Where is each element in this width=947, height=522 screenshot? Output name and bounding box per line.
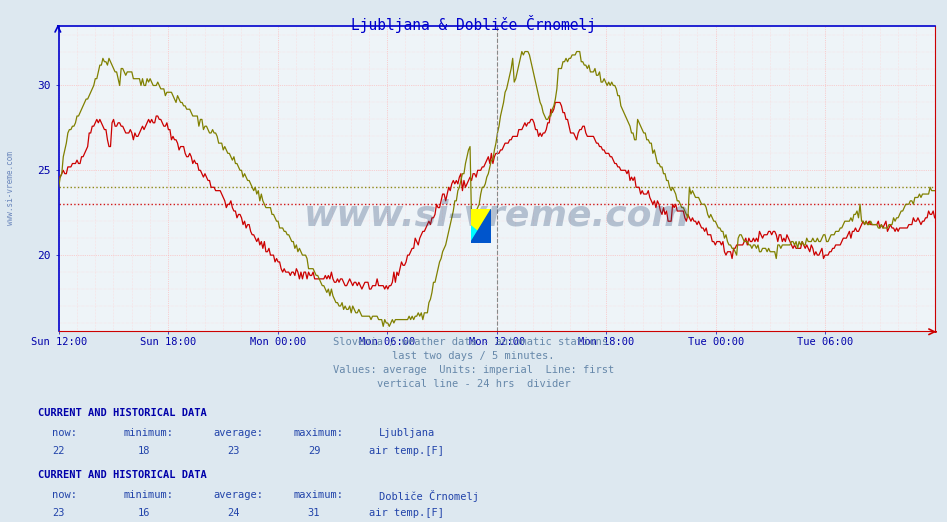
- Text: 18: 18: [137, 446, 150, 456]
- Text: 22: 22: [52, 446, 64, 456]
- Text: now:: now:: [52, 490, 77, 500]
- Text: Values: average  Units: imperial  Line: first: Values: average Units: imperial Line: fi…: [333, 365, 614, 375]
- Text: maximum:: maximum:: [294, 490, 344, 500]
- Polygon shape: [471, 209, 491, 243]
- Text: 24: 24: [227, 508, 240, 518]
- Text: average:: average:: [213, 428, 263, 438]
- Text: air temp.[F]: air temp.[F]: [369, 446, 444, 456]
- Text: average:: average:: [213, 490, 263, 500]
- Text: last two days / 5 minutes.: last two days / 5 minutes.: [392, 351, 555, 361]
- Text: Slovenia / weather data - automatic stations.: Slovenia / weather data - automatic stat…: [333, 337, 614, 347]
- Text: 16: 16: [137, 508, 150, 518]
- Text: CURRENT AND HISTORICAL DATA: CURRENT AND HISTORICAL DATA: [38, 408, 206, 418]
- Polygon shape: [471, 209, 491, 243]
- Text: Ljubljana & Dobliče Črnomelj: Ljubljana & Dobliče Črnomelj: [351, 15, 596, 32]
- Text: air temp.[F]: air temp.[F]: [369, 508, 444, 518]
- Text: minimum:: minimum:: [123, 428, 173, 438]
- Text: vertical line - 24 hrs  divider: vertical line - 24 hrs divider: [377, 379, 570, 389]
- Text: 23: 23: [52, 508, 64, 518]
- Text: 31: 31: [308, 508, 320, 518]
- Text: www.si-vreme.com: www.si-vreme.com: [6, 151, 15, 225]
- Text: minimum:: minimum:: [123, 490, 173, 500]
- Polygon shape: [471, 226, 491, 243]
- Text: 23: 23: [227, 446, 240, 456]
- Text: Dobliče Črnomelj: Dobliče Črnomelj: [379, 490, 479, 502]
- Text: 29: 29: [308, 446, 320, 456]
- Text: now:: now:: [52, 428, 77, 438]
- Text: Ljubljana: Ljubljana: [379, 428, 435, 438]
- Text: CURRENT AND HISTORICAL DATA: CURRENT AND HISTORICAL DATA: [38, 470, 206, 480]
- Text: maximum:: maximum:: [294, 428, 344, 438]
- Text: www.si-vreme.com: www.si-vreme.com: [304, 198, 689, 232]
